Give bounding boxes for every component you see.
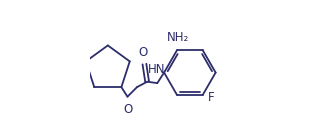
Text: O: O [138, 46, 148, 59]
Text: F: F [208, 91, 215, 104]
Text: HN: HN [148, 63, 165, 76]
Text: NH₂: NH₂ [167, 31, 189, 44]
Text: O: O [124, 103, 133, 116]
